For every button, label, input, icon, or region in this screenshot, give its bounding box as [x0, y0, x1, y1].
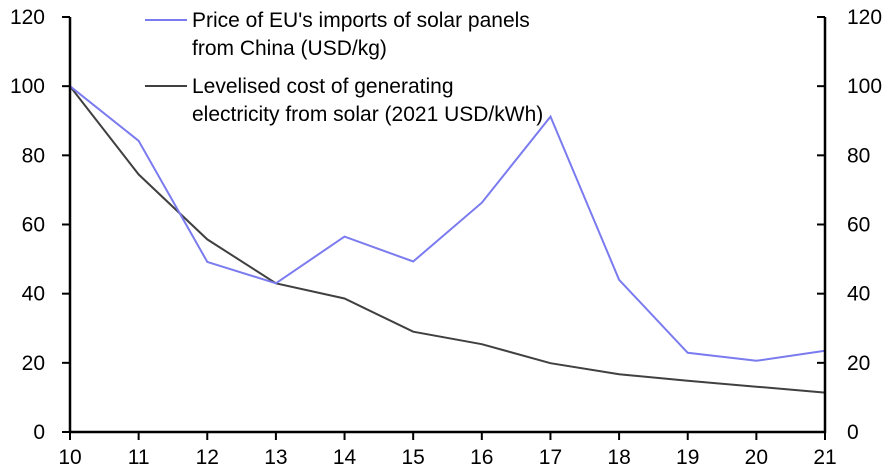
right-y-tick-label: 60	[847, 214, 870, 237]
right-y-tick-label: 20	[847, 352, 870, 375]
x-tick-label: 11	[128, 446, 150, 469]
x-tick-label: 12	[196, 446, 219, 469]
x-tick-label: 21	[813, 446, 836, 469]
x-tick-label: 18	[607, 446, 630, 469]
left-y-tick-label: 120	[10, 6, 45, 29]
right-y-tick-label: 120	[847, 6, 882, 29]
x-tick-label: 14	[333, 446, 357, 469]
left-y-tick-label: 60	[22, 214, 45, 237]
x-tick-label: 15	[402, 446, 425, 469]
right-y-tick-label: 40	[847, 283, 870, 306]
series-layer	[69, 85, 826, 394]
x-tick-label: 17	[539, 446, 562, 469]
legend: Price of EU's imports of solar panels fr…	[145, 9, 543, 126]
series-line-eu-import-price	[69, 85, 826, 362]
legend-label-eu-import-price-line2: from China (USD/kg)	[192, 37, 387, 60]
left-y-tick-label: 100	[10, 75, 45, 98]
ticks-layer: 0 20 40 60 80 100 120 0 20 40 60 80 100 120 10 11 12 13 14…	[10, 6, 882, 469]
legend-label-eu-import-price-line1: Price of EU's imports of solar panels	[192, 9, 530, 32]
left-y-tick-label: 40	[22, 283, 45, 306]
legend-item-levelised-cost: Levelised cost of generating electricity…	[145, 75, 543, 126]
x-tick-label: 19	[676, 446, 699, 469]
x-tick-label: 13	[264, 446, 287, 469]
right-y-tick-label: 0	[847, 421, 859, 444]
left-y-tick-label: 20	[22, 352, 45, 375]
legend-label-levelised-cost-line1: Levelised cost of generating	[192, 75, 454, 98]
right-y-tick-label: 80	[847, 144, 870, 167]
x-tick-label: 10	[58, 446, 81, 469]
left-y-tick-label: 80	[22, 144, 45, 167]
x-tick-label: 20	[745, 446, 768, 469]
right-y-tick-label: 100	[847, 75, 882, 98]
series-line-levelised-cost	[69, 85, 826, 394]
legend-label-levelised-cost-line2: electricity from solar (2021 USD/kWh)	[192, 103, 543, 126]
legend-item-eu-import-price: Price of EU's imports of solar panels fr…	[145, 9, 530, 60]
left-y-tick-label: 0	[33, 421, 45, 444]
x-tick-label: 16	[470, 446, 493, 469]
